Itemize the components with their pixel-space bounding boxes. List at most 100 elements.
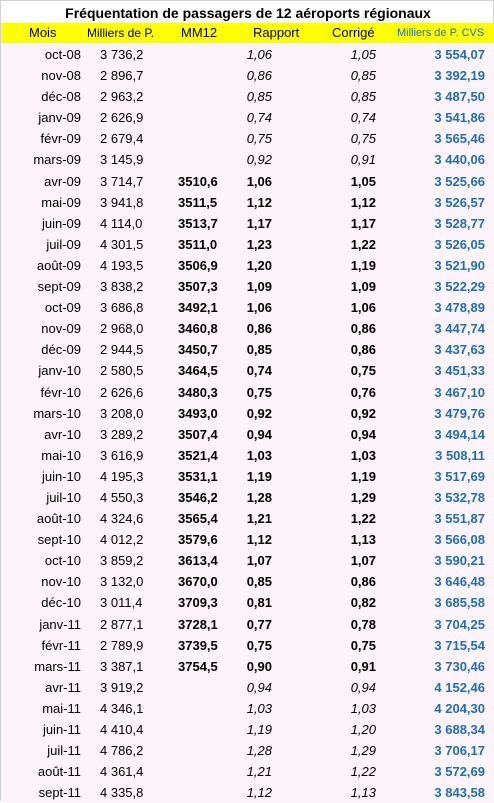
cell-corrige[interactable]: 0,85 <box>350 89 376 105</box>
cell-rapport[interactable]: 1,09 <box>246 279 272 295</box>
cell-cvs[interactable]: 3 685,58 <box>434 595 485 611</box>
cell-mm12[interactable]: 3510,6 <box>178 173 218 189</box>
cell-mm12[interactable]: 3507,3 <box>178 279 218 295</box>
cell-rapport[interactable]: 1,06 <box>246 300 272 316</box>
cell-rapport[interactable]: 0,92 <box>246 152 272 168</box>
cell-cvs[interactable]: 3 565,46 <box>434 131 485 147</box>
cell-rapport[interactable]: 1,19 <box>246 468 272 484</box>
cell-mois[interactable]: mai-09 <box>41 194 81 210</box>
cell-rapport[interactable]: 0,86 <box>246 321 272 337</box>
cell-cvs[interactable]: 3 517,69 <box>434 468 485 484</box>
cell-rapport[interactable]: 0,85 <box>246 574 272 590</box>
cell-corrige[interactable]: 0,86 <box>350 342 376 358</box>
cell-cvs[interactable]: 3 522,29 <box>434 279 485 295</box>
cell-rapport[interactable]: 1,12 <box>246 194 272 210</box>
cell-cvs[interactable]: 3 494,14 <box>434 426 485 442</box>
cell-corrige[interactable]: 0,86 <box>350 574 376 590</box>
cell-milliers[interactable]: 3 686,8 <box>100 300 144 316</box>
cell-mois[interactable]: août-11 <box>37 764 81 780</box>
cell-rapport[interactable]: 0,86 <box>246 68 272 84</box>
cell-cvs[interactable]: 3 688,34 <box>434 722 485 737</box>
cell-cvs[interactable]: 3 572,69 <box>434 764 485 780</box>
cell-milliers[interactable]: 3 838,2 <box>100 279 144 295</box>
cell-corrige[interactable]: 1,29 <box>350 743 376 759</box>
cell-milliers[interactable]: 2 626,6 <box>100 384 144 400</box>
cell-corrige[interactable]: 0,78 <box>350 616 376 632</box>
cell-mois[interactable]: avr-11 <box>45 679 81 695</box>
cell-rapport[interactable]: 1,03 <box>246 447 272 463</box>
cell-cvs[interactable]: 3 715,54 <box>434 637 485 653</box>
cell-corrige[interactable]: 0,94 <box>350 426 376 442</box>
cell-milliers[interactable]: 2 963,2 <box>100 89 144 105</box>
cell-rapport[interactable]: 1,28 <box>246 743 272 759</box>
cell-rapport[interactable]: 0,85 <box>246 342 272 358</box>
cell-mm12[interactable]: 3513,7 <box>178 215 218 231</box>
cell-cvs[interactable]: 3 590,21 <box>434 553 485 569</box>
cell-mois[interactable]: mai-11 <box>42 700 81 716</box>
cell-rapport[interactable]: 1,06 <box>246 173 272 189</box>
cell-milliers[interactable]: 3 736,2 <box>100 47 144 62</box>
cell-mois[interactable]: mai-10 <box>41 447 81 463</box>
cell-mois[interactable]: juil-11 <box>47 743 81 759</box>
cell-mm12[interactable]: 3579,6 <box>178 532 218 548</box>
cell-milliers[interactable]: 4 301,5 <box>100 236 144 252</box>
cell-corrige[interactable]: 1,03 <box>350 700 376 716</box>
cell-cvs[interactable]: 3 447,74 <box>434 321 485 337</box>
cell-milliers[interactable]: 2 896,7 <box>100 68 144 84</box>
cell-corrige[interactable]: 1,13 <box>350 532 376 548</box>
cell-corrige[interactable]: 0,85 <box>350 68 376 84</box>
cell-milliers[interactable]: 4 335,8 <box>100 785 144 801</box>
cell-mois[interactable]: sept-10 <box>37 532 81 548</box>
cell-milliers[interactable]: 4 114,0 <box>100 215 143 231</box>
cell-corrige[interactable]: 1,29 <box>350 489 376 505</box>
cell-corrige[interactable]: 1,22 <box>350 764 376 780</box>
cell-cvs[interactable]: 3 706,17 <box>434 743 485 759</box>
cell-mois[interactable]: nov-09 <box>41 321 81 337</box>
cell-cvs[interactable]: 3 554,07 <box>434 47 485 62</box>
cell-mm12[interactable]: 3613,4 <box>178 553 218 569</box>
cell-mois[interactable]: mars-11 <box>34 658 81 674</box>
cell-mm12[interactable]: 3493,0 <box>178 405 218 421</box>
cell-mm12[interactable]: 3670,0 <box>178 574 218 590</box>
cell-rapport[interactable]: 1,12 <box>246 532 272 548</box>
cell-rapport[interactable]: 0,81 <box>246 595 272 611</box>
cell-rapport[interactable]: 1,06 <box>246 47 272 62</box>
cell-milliers[interactable]: 2 679,4 <box>100 131 144 147</box>
cell-milliers[interactable]: 4 410,4 <box>100 722 144 737</box>
cell-rapport[interactable]: 1,07 <box>246 553 272 569</box>
cell-rapport[interactable]: 0,75 <box>246 637 272 653</box>
cell-corrige[interactable]: 1,12 <box>350 194 376 210</box>
cell-corrige[interactable]: 1,05 <box>350 47 376 62</box>
cell-mm12[interactable]: 3709,3 <box>178 595 218 611</box>
cell-corrige[interactable]: 1,07 <box>350 553 376 569</box>
cell-cvs[interactable]: 3 843,58 <box>434 785 485 801</box>
cell-rapport[interactable]: 0,94 <box>246 426 272 442</box>
cell-corrige[interactable]: 1,03 <box>350 447 376 463</box>
cell-corrige[interactable]: 0,75 <box>350 363 376 379</box>
cell-mois[interactable]: oct-10 <box>44 553 81 569</box>
cell-cvs[interactable]: 3 526,05 <box>434 236 485 252</box>
cell-rapport[interactable]: 1,12 <box>246 785 272 801</box>
cell-milliers[interactable]: 4 361,4 <box>100 764 144 780</box>
header-rapport[interactable]: Rapport <box>253 25 300 40</box>
cell-mois[interactable]: sept-09 <box>37 279 81 295</box>
cell-milliers[interactable]: 3 387,1 <box>100 658 144 674</box>
cell-mm12[interactable]: 3450,7 <box>178 342 218 358</box>
cell-rapport[interactable]: 1,03 <box>246 700 272 716</box>
cell-mois[interactable]: déc-09 <box>41 342 81 358</box>
cell-corrige[interactable]: 1,22 <box>350 511 376 527</box>
cell-rapport[interactable]: 0,75 <box>246 384 272 400</box>
cell-corrige[interactable]: 0,75 <box>350 131 376 147</box>
cell-mois[interactable]: janv-11 <box>39 616 81 632</box>
cell-rapport[interactable]: 0,94 <box>246 679 272 695</box>
cell-rapport[interactable]: 0,92 <box>246 405 272 421</box>
cell-milliers[interactable]: 3 714,7 <box>100 173 144 189</box>
cell-mm12[interactable]: 3492,1 <box>178 300 218 316</box>
cell-corrige[interactable]: 0,75 <box>350 637 376 653</box>
cell-mm12[interactable]: 3546,2 <box>178 489 218 505</box>
cell-mois[interactable]: oct-09 <box>44 300 81 316</box>
cell-rapport[interactable]: 0,77 <box>246 616 272 632</box>
cell-corrige[interactable]: 0,91 <box>350 658 376 674</box>
cell-milliers[interactable]: 2 944,5 <box>100 342 144 358</box>
cell-cvs[interactable]: 3 528,77 <box>434 215 485 231</box>
